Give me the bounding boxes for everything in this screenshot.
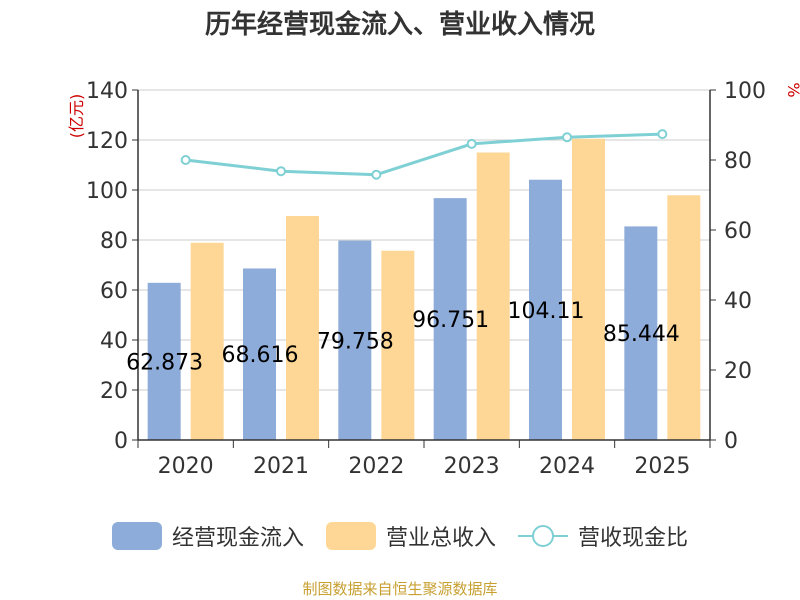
bar-data-label: 62.873 <box>126 350 203 375</box>
bar-cash-inflow <box>624 226 658 440</box>
bar-revenue <box>572 138 605 440</box>
bar-cash-inflow <box>529 179 562 440</box>
y-right-unit-label: % <box>784 82 800 97</box>
ratio-point <box>466 138 477 149</box>
bar-data-label: 79.758 <box>317 329 394 354</box>
x-tick-label: 2025 <box>634 454 690 479</box>
ratio-point <box>562 132 572 143</box>
bar-revenue <box>381 250 415 440</box>
legend-item-ratio[interactable]: 营收现金比 <box>518 520 688 552</box>
bar-data-label: 96.751 <box>412 308 489 333</box>
legend-label-revenue: 营业总收入 <box>385 526 496 551</box>
y-left-unit-label: (亿元) <box>67 94 86 139</box>
x-tick-label: 2020 <box>158 454 214 479</box>
legend-item-cash-inflow[interactable]: 经营现金流入 <box>111 520 304 552</box>
x-tick-label: 2021 <box>253 454 309 479</box>
ratio-point <box>180 155 191 165</box>
bar-cash-inflow <box>243 268 276 440</box>
chart-title: 历年经营现金流入、营业收入情况 <box>204 10 595 40</box>
bar-revenue <box>286 216 319 440</box>
data-source-note: 制图数据来自恒生聚源数据库 <box>302 580 498 598</box>
ratio-point <box>657 129 668 140</box>
bar-revenue <box>476 152 510 440</box>
y-left-tick-label: 120 <box>86 129 128 154</box>
bar-revenue <box>667 195 701 440</box>
y-right-tick-label: 60 <box>724 219 752 244</box>
bar-data-label: 104.11 <box>508 299 585 324</box>
legend-swatch-cash-inflow <box>111 522 162 550</box>
legend-item-revenue[interactable]: 营业总收入 <box>325 520 496 552</box>
y-left-tick-label: 0 <box>114 429 128 454</box>
x-tick-label: 2023 <box>444 454 500 479</box>
bar-cash-inflow <box>338 240 372 440</box>
y-right-tick-label: 100 <box>724 79 766 104</box>
legend-label-cash-inflow: 经营现金流入 <box>171 526 304 551</box>
y-left-tick-label: 60 <box>100 279 128 304</box>
bar-cash-inflow <box>433 198 467 440</box>
y-left-tick-label: 40 <box>100 329 128 354</box>
legend-swatch-ratio <box>518 525 568 547</box>
y-left-tick-label: 20 <box>100 379 128 404</box>
y-left-tick-label: 100 <box>86 179 128 204</box>
y-right-tick-label: 40 <box>724 289 752 314</box>
ratio-point <box>371 169 382 180</box>
ratio-point <box>276 166 286 177</box>
legend: 经营现金流入 营业总收入 营收现金比 <box>0 516 800 556</box>
legend-swatch-revenue <box>325 522 376 550</box>
y-left-tick-label: 140 <box>86 79 128 104</box>
y-right-tick-label: 0 <box>724 429 738 454</box>
y-left-tick-label: 80 <box>100 229 128 254</box>
bar-data-label: 68.616 <box>222 343 299 368</box>
y-right-tick-label: 20 <box>724 359 752 384</box>
bar-cash-inflow <box>147 282 181 440</box>
bar-data-label: 85.444 <box>603 322 680 347</box>
ratio-line <box>185 132 663 177</box>
bar-revenue <box>190 242 224 440</box>
legend-label-ratio: 营收现金比 <box>578 526 689 551</box>
x-tick-label: 2022 <box>348 454 404 479</box>
y-right-tick-label: 80 <box>724 149 752 174</box>
x-tick-label: 2024 <box>539 454 595 479</box>
